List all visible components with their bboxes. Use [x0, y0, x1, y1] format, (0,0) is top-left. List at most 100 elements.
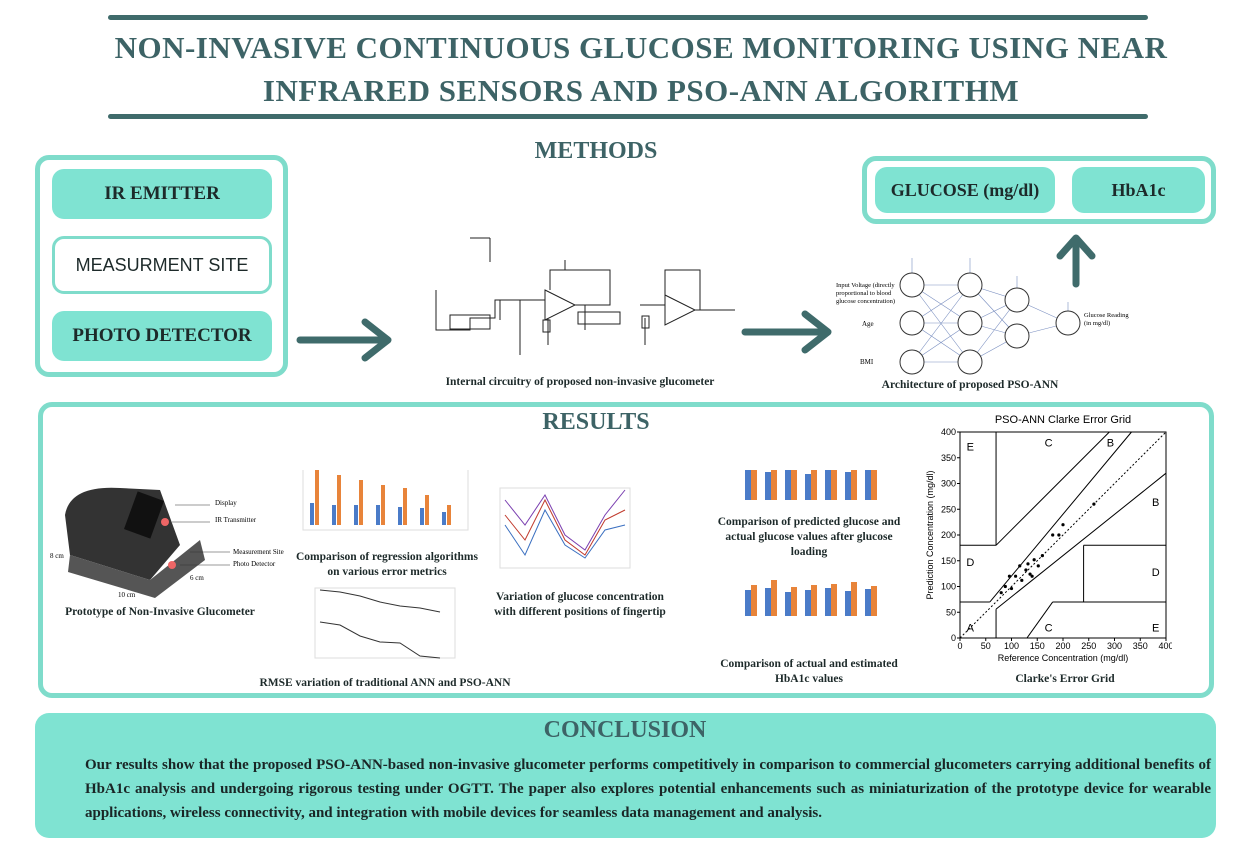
- dimension: 8 cm: [50, 552, 64, 560]
- results-heading: RESULTS: [542, 409, 650, 435]
- x-tick-label: 250: [1081, 641, 1096, 651]
- methods-heading: METHODS: [534, 138, 658, 164]
- scatter-dot: [1057, 533, 1061, 537]
- output-pill: HbA1c: [1072, 167, 1205, 213]
- ann-output: Glucose Reading (in mg/dl): [1084, 312, 1129, 327]
- zone-label: B: [1107, 437, 1114, 449]
- identity-line: [959, 431, 1167, 639]
- prototype-label: Measurement Site: [233, 548, 284, 556]
- scatter-dot: [1030, 574, 1034, 578]
- ann-input: Input Voltage (directly proportional to …: [836, 282, 896, 305]
- scatter-dot: [1032, 558, 1036, 562]
- y-tick-label: 50: [946, 607, 956, 617]
- zone-boundary: [995, 431, 1110, 546]
- circuit: [435, 237, 735, 355]
- scatter-dot: [1061, 523, 1065, 527]
- dimension: 6 cm: [190, 574, 204, 582]
- hba1c-bar-chart: [745, 580, 877, 616]
- rule: [108, 114, 1148, 119]
- prototype-label: IR Transmitter: [215, 516, 257, 524]
- input-pill: MEASURMENT SITE: [52, 236, 272, 294]
- prototype-label: Display: [215, 499, 237, 507]
- zone-label: E: [1152, 623, 1159, 635]
- fingertip-chart: [499, 487, 631, 569]
- zone-label: D: [1152, 567, 1160, 579]
- zone-label: D: [966, 557, 974, 569]
- scatter-dot: [1003, 584, 1007, 589]
- scatter-dot: [1020, 578, 1024, 582]
- figure-caption: Comparison of actual and estimated HbA1c…: [720, 658, 898, 685]
- zone-label: C: [1045, 623, 1053, 635]
- scatter-dot: [1007, 574, 1012, 578]
- scatter-dot: [1014, 574, 1018, 578]
- arrows: [296, 234, 1096, 362]
- figure-caption: Comparison of regression algorithms on v…: [296, 551, 478, 578]
- x-axis-label: Reference Concentration (mg/dl): [998, 653, 1129, 663]
- output-box: [862, 156, 1216, 224]
- y-axis-label: Prediction Concentration (mg/dl): [925, 470, 935, 599]
- x-tick-label: 300: [1107, 641, 1122, 651]
- y-tick-label: 350: [941, 453, 956, 463]
- prototype-label: Photo Detector: [233, 560, 276, 568]
- conclusion-text: Our results show that the proposed PSO-A…: [85, 757, 1211, 821]
- prototype: [65, 487, 230, 598]
- conclusion-box: CONCLUSION Our results show that the pro…: [35, 713, 1216, 838]
- input-pill: IR EMITTER: [52, 169, 272, 219]
- clarke-grid: PSO-ANN Clarke Error Grid 00 50 50 100 100 150…: [925, 414, 1172, 663]
- y-tick-label: 150: [941, 556, 956, 566]
- y-tick-label: 0: [951, 633, 956, 643]
- rmse-chart: [314, 587, 456, 659]
- zone-label: E: [967, 441, 974, 453]
- circuit-caption: Internal circuitry of proposed non-invas…: [445, 376, 715, 388]
- x-tick-label: 400: [1158, 641, 1172, 651]
- x-tick-label: 350: [1133, 641, 1148, 651]
- zone-boundary: [995, 472, 1167, 610]
- scatter-dot: [1026, 562, 1030, 566]
- figure-caption: Comparison of predicted glucose and actu…: [717, 516, 901, 558]
- figure-caption: Prototype of Non-Invasive Glucometer: [65, 606, 255, 618]
- scatter-dot: [1092, 502, 1096, 506]
- ann: [899, 258, 1081, 375]
- conclusion-heading: CONCLUSION: [543, 717, 707, 743]
- rule: [108, 15, 1148, 20]
- x-tick-label: 100: [1004, 641, 1019, 651]
- ann-input: BMI: [860, 358, 874, 366]
- y-tick-label: 200: [941, 530, 956, 540]
- x-tick-label: 150: [1030, 641, 1045, 651]
- zone-boundary: [1026, 601, 1054, 639]
- zone-label: A: [967, 623, 975, 635]
- dimension: 10 cm: [118, 591, 136, 599]
- y-tick-label: 300: [941, 479, 956, 489]
- zone-label: C: [1045, 437, 1053, 449]
- y-tick-label: 250: [941, 504, 956, 514]
- y-tick-label: 400: [941, 427, 956, 437]
- scatter-dot: [1028, 572, 1032, 576]
- scatter-dot: [1036, 564, 1040, 568]
- ann-input: Age: [862, 320, 874, 328]
- scatter-dot: [1040, 554, 1044, 558]
- figure-caption: Clarke's Error Grid: [1015, 673, 1115, 685]
- output-pill: GLUCOSE (mg/dl): [875, 167, 1055, 213]
- input-box: [35, 155, 288, 377]
- scatter-dot: [1024, 568, 1028, 572]
- input-pill: PHOTO DETECTOR: [52, 311, 272, 361]
- scatter-dot: [1051, 533, 1055, 537]
- zone-boundary: [989, 431, 1132, 603]
- chart-title: PSO-ANN Clarke Error Grid: [995, 414, 1131, 426]
- glucose-bar-chart: [745, 470, 877, 500]
- zone-label: B: [1152, 497, 1159, 509]
- scatter-dot: [1018, 564, 1022, 568]
- y-tick-label: 100: [941, 582, 956, 592]
- methods-graphics: [296, 234, 1096, 375]
- regression-chart: [302, 470, 469, 531]
- scatter-dot: [1009, 586, 1014, 591]
- results-box: [38, 402, 1214, 698]
- scatter-dot: [999, 591, 1003, 595]
- x-tick-label: 0: [957, 641, 962, 651]
- figure-caption: RMSE variation of traditional ANN and PS…: [259, 677, 511, 689]
- figure-caption: Variation of glucose concentration with …: [494, 591, 666, 618]
- result-figures: [65, 470, 877, 659]
- x-tick-label: 50: [981, 641, 991, 651]
- ann-caption: Architecture of proposed PSO-ANN: [881, 379, 1059, 391]
